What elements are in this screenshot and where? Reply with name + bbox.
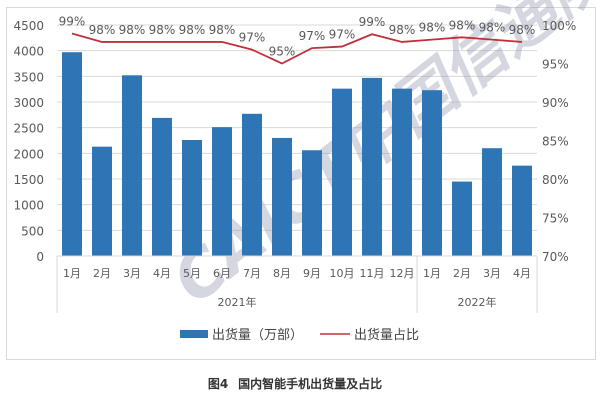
left-axis-tick: 3000 <box>13 96 44 110</box>
line-data-label: 98% <box>389 23 416 37</box>
line-data-label: 95% <box>269 45 296 59</box>
bar-series-shipments <box>62 52 532 257</box>
figure-caption: 图4 国内智能手机出货量及占比 <box>0 375 600 392</box>
x-axis-tick: 4月 <box>153 267 171 280</box>
right-axis-tick: 100% <box>542 19 576 33</box>
bar <box>92 146 112 256</box>
bar <box>242 113 262 256</box>
right-axis-tick: 95% <box>542 58 569 72</box>
bar <box>362 77 382 256</box>
line-data-label: 98% <box>89 23 116 37</box>
left-axis-tick: 2000 <box>13 147 44 161</box>
left-axis-ticks: 0 500 1000 1500 2000 2500 3000 3500 4000 4500 <box>13 19 44 264</box>
left-axis-tick: 2500 <box>13 122 44 136</box>
figure-title: 国内智能手机出货量及占比 <box>238 377 383 391</box>
bar <box>332 88 352 256</box>
bar <box>302 150 322 256</box>
left-axis-tick: 4500 <box>13 19 44 33</box>
bar <box>422 90 442 257</box>
left-axis-tick: 3500 <box>13 70 44 84</box>
line-data-label: 98% <box>119 23 146 37</box>
bar <box>62 52 82 256</box>
bar <box>392 88 412 256</box>
left-axis-tick: 4000 <box>13 45 44 59</box>
legend-bar-label: 出货量（万部） <box>212 327 303 343</box>
left-axis-tick: 1500 <box>13 173 44 187</box>
line-data-label: 97% <box>299 29 326 43</box>
bar <box>122 75 142 256</box>
x-axis-tick: 7月 <box>243 267 261 280</box>
line-data-label: 99% <box>59 14 86 28</box>
x-axis-tick: 5月 <box>183 267 201 280</box>
x-axis-tick: 2月 <box>93 267 111 280</box>
bar <box>482 148 502 256</box>
x-axis-tick: 10月 <box>330 267 355 280</box>
line-data-label: 98% <box>449 18 476 32</box>
line-data-label: 97% <box>239 31 266 45</box>
line-data-label: 98% <box>149 23 176 37</box>
bar <box>152 117 172 256</box>
right-axis-ticks: 70% 75% 80% 85% 90% 95% 100% <box>542 19 576 264</box>
line-series-share <box>71 32 523 65</box>
line-data-label: 98% <box>209 23 236 37</box>
x-axis-tick: 11月 <box>360 267 385 280</box>
right-axis-tick: 70% <box>542 250 569 264</box>
x-axis-tick: 2月 <box>453 267 471 280</box>
line-data-label: 98% <box>479 21 506 35</box>
share-line <box>71 32 523 65</box>
line-data-label: 98% <box>179 23 206 37</box>
line-data-label: 98% <box>509 23 536 37</box>
x-axis-tick: 12月 <box>390 267 415 280</box>
left-axis-tick: 0 <box>36 250 44 264</box>
x-axis: 1月 2月 3月 4月 5月 6月 7月 8月 9月 10月 11月 12月 1月 2月 3月 4月 2021年… <box>56 255 538 313</box>
x-axis-tick: 9月 <box>303 267 321 280</box>
legend: 出货量（万部） 出货量占比 <box>180 327 419 343</box>
bar <box>212 127 232 256</box>
legend-line-label: 出货量占比 <box>354 327 419 343</box>
line-data-label: 98% <box>419 21 446 35</box>
x-axis-group-label: 2022年 <box>458 295 497 309</box>
right-axis-tick: 85% <box>542 135 569 149</box>
x-axis-tick: 4月 <box>513 267 531 280</box>
figure-number: 图4 <box>207 377 229 391</box>
x-axis-tick: 6月 <box>213 267 231 280</box>
right-axis-tick: 75% <box>542 212 569 226</box>
x-axis-tick: 8月 <box>273 267 291 280</box>
legend-bar-swatch <box>180 330 208 338</box>
bar <box>272 137 292 256</box>
right-axis-tick: 80% <box>542 173 569 187</box>
x-axis-tick: 3月 <box>123 267 141 280</box>
line-data-labels: 99%98% 98% 98% 98% 98%97%95%97% 97%99%98% 98% 9… <box>59 14 536 58</box>
line-data-label: 97% <box>329 28 356 42</box>
x-axis-tick: 3月 <box>483 267 501 280</box>
bar <box>182 139 202 256</box>
line-data-label: 99% <box>359 15 386 29</box>
left-axis-tick: 500 <box>21 224 44 238</box>
x-axis-tick: 1月 <box>423 267 441 280</box>
right-axis-tick: 90% <box>542 96 569 110</box>
bar <box>512 165 532 256</box>
left-axis-tick: 1000 <box>13 199 44 213</box>
x-axis-group-label: 2021年 <box>218 295 257 309</box>
bar <box>452 181 472 256</box>
x-axis-tick: 1月 <box>63 267 81 280</box>
